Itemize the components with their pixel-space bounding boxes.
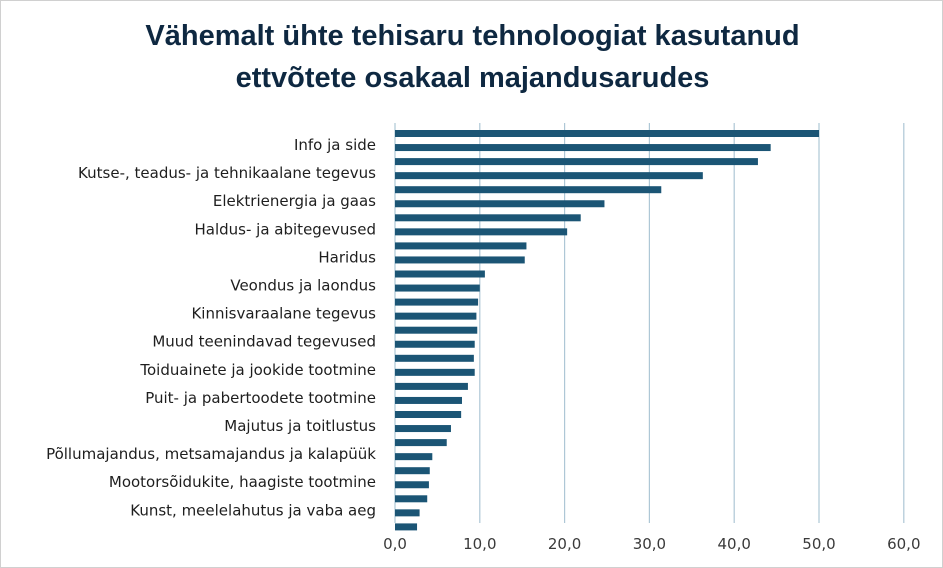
bar	[395, 368, 475, 376]
bar	[395, 256, 525, 264]
x-tick-label: 40,0	[717, 535, 750, 553]
bar	[395, 382, 468, 390]
category-label: Haldus- ja abitegevused	[195, 220, 376, 238]
bar	[395, 453, 433, 461]
bar	[395, 242, 527, 250]
bar	[395, 354, 474, 362]
bar	[395, 411, 462, 418]
x-tick-label: 50,0	[802, 535, 835, 553]
category-labels: Info ja side Kutse-, teadus- ja tehnikaal…	[46, 136, 376, 519]
category-label: Veondus ja laondus	[230, 277, 376, 295]
bar	[395, 284, 480, 292]
bar	[395, 172, 703, 180]
bar	[395, 312, 477, 320]
bars	[395, 130, 819, 531]
chart-title: Vähemalt ühte tehisaru tehnoloogiat kasu…	[1, 15, 942, 99]
category-label: Mootorsõidukite, haagiste tootmine	[109, 473, 376, 491]
bar	[395, 214, 581, 222]
bar	[395, 467, 430, 475]
chart-title-line-1: Vähemalt ühte tehisaru tehnoloogiat kasu…	[145, 20, 800, 52]
bar	[395, 270, 485, 278]
chart-title-line-2: ettvõtete osakaal majandusarudes	[235, 62, 710, 94]
x-tick-label: 30,0	[633, 535, 666, 553]
bar	[395, 439, 447, 447]
bar	[395, 186, 662, 194]
category-label: Põllumajandus, metsamajandus ja kalapüük	[46, 445, 376, 463]
bar	[395, 396, 462, 404]
x-tick-label: 10,0	[463, 535, 496, 553]
category-label: Haridus	[318, 248, 376, 266]
x-tick-labels: 0,0 10,0 20,0 30,0 40,0 50,0 60,0	[383, 535, 920, 553]
category-label: Toiduainete ja jookide tootmine	[139, 361, 376, 379]
bar	[395, 200, 605, 208]
category-label: Kutse-, teadus- ja tehnikaalane tegevus	[78, 164, 376, 182]
gridlines	[394, 123, 905, 523]
bar	[395, 144, 771, 152]
bar	[395, 495, 428, 503]
category-label: Elektrienergia ja gaas	[213, 192, 376, 210]
bar	[395, 158, 758, 166]
category-label: Majutus ja toitlustus	[224, 417, 376, 435]
category-label: Kunst, meelelahutus ja vaba aeg	[130, 501, 376, 519]
category-label: Puit- ja pabertoodete tootmine	[145, 389, 376, 407]
bar	[395, 228, 568, 236]
category-label: Info ja side	[294, 136, 376, 154]
x-tick-label: 0,0	[383, 535, 407, 553]
bar	[395, 509, 420, 517]
bar	[395, 326, 478, 334]
bar	[395, 481, 429, 489]
bar	[395, 130, 819, 137]
bar	[395, 298, 479, 306]
bar	[395, 523, 418, 531]
bar	[395, 425, 451, 433]
category-label: Kinnisvaraalane tegevus	[191, 305, 376, 323]
x-tick-label: 60,0	[887, 535, 920, 553]
x-tick-label: 20,0	[548, 535, 581, 553]
bar	[395, 340, 475, 348]
category-label: Muud teenindavad tegevused	[152, 333, 376, 351]
